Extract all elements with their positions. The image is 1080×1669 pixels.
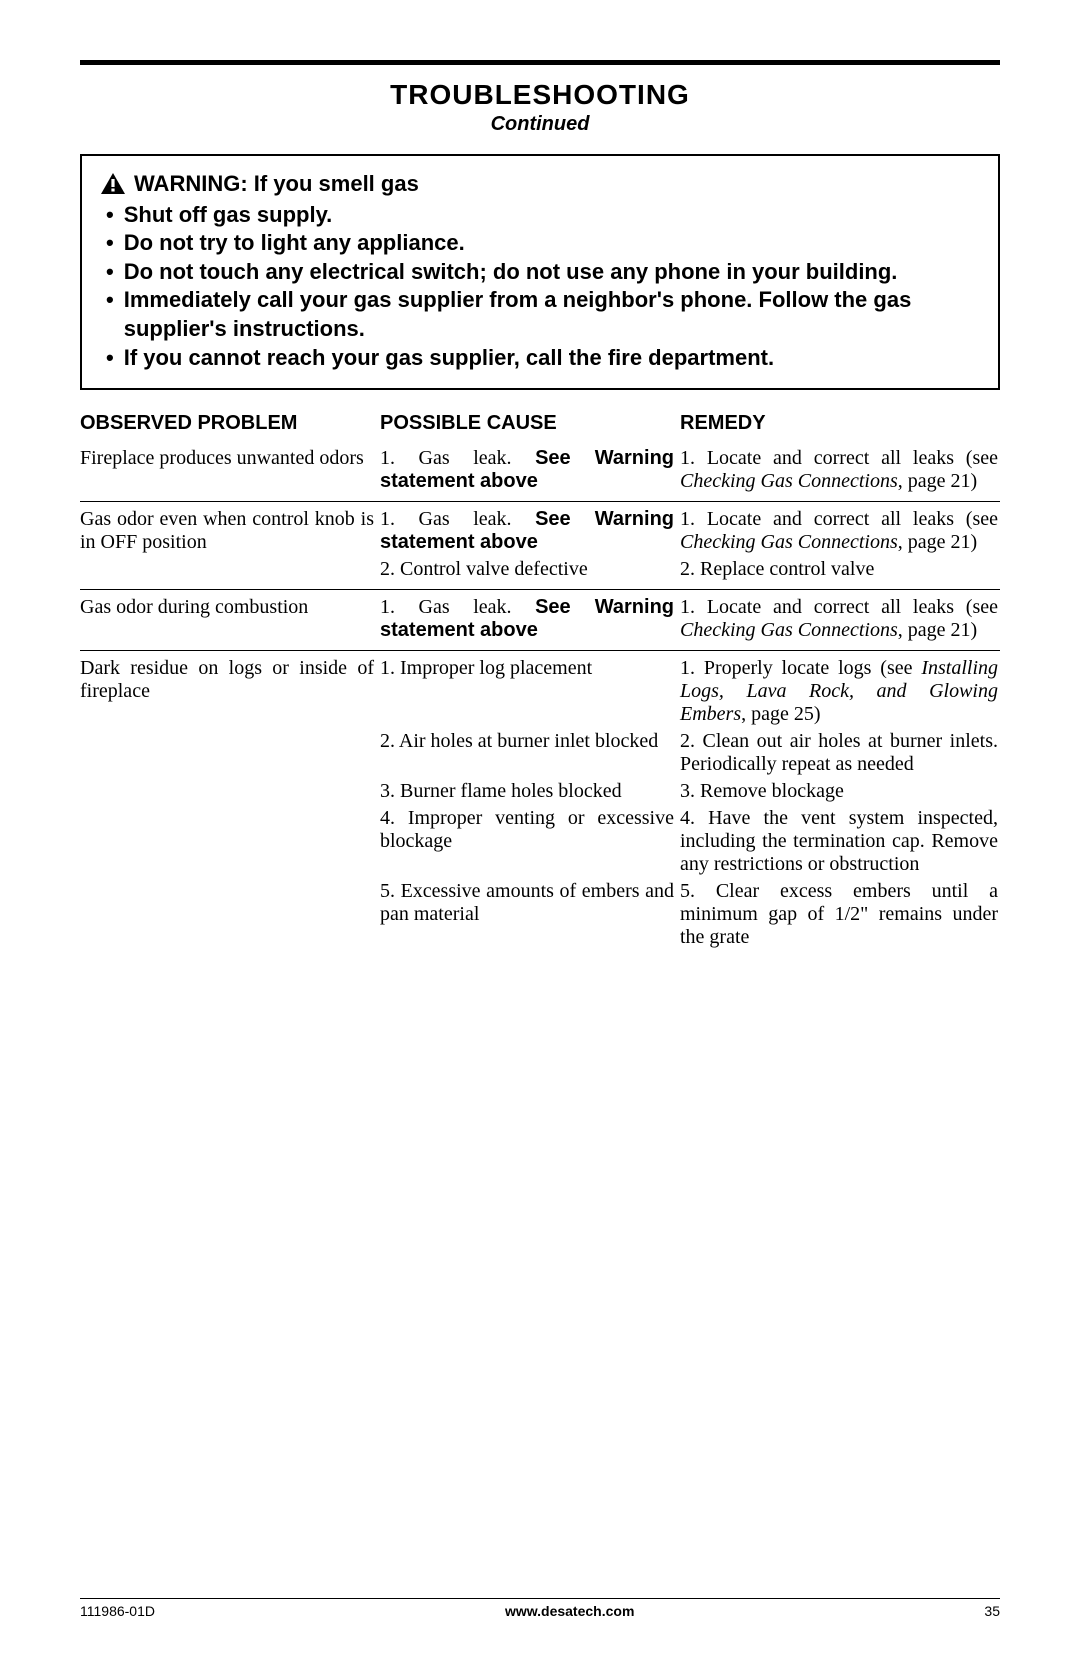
top-rule xyxy=(80,60,1000,65)
text-segment: 5. Clear excess embers until a minimum g… xyxy=(680,880,998,948)
text-segment: Checking Gas Connections xyxy=(680,470,898,492)
cause-cell: 1. Gas leak. See Warning statement above xyxy=(380,447,680,493)
problem-cell: Gas odor even when control knob is in OF… xyxy=(80,508,380,581)
cause-cell: 4. Improper venting or excessive blockag… xyxy=(380,807,680,876)
cause-cell: 2. Air holes at burner inlet blocked xyxy=(380,730,680,776)
warning-list: Shut off gas supply. Do not try to light… xyxy=(100,201,980,373)
problem-cell: Dark residue on logs or inside of firepl… xyxy=(80,657,380,949)
cause-remedy-pair: 2. Control valve defective 2. Replace con… xyxy=(380,558,1000,581)
cause-cell: 1. Improper log placement xyxy=(380,657,680,726)
cause-cell: 1. Gas leak. See Warning statement above xyxy=(380,596,680,642)
cause-remedy-pair: 5. Excessive amounts of embers and pan m… xyxy=(380,880,1000,949)
text-segment: 2. Clean out air holes at burner inlets.… xyxy=(680,730,998,775)
remedy-cell: 1. Locate and correct all leaks (see Che… xyxy=(680,447,1000,493)
text-segment: , page 21) xyxy=(898,470,977,492)
table-row: Dark residue on logs or inside of firepl… xyxy=(80,651,1000,957)
warning-triangle-icon xyxy=(100,172,126,196)
warning-box: WARNING: If you smell gas Shut off gas s… xyxy=(80,154,1000,390)
text-segment: 5. Excessive amounts of embers and pan m… xyxy=(380,880,674,925)
text-segment: 3. Burner flame holes blocked xyxy=(380,780,622,802)
text-segment: Checking Gas Connections xyxy=(680,531,898,553)
cause-remedy-pair: 3. Burner flame holes blocked 3. Remove b… xyxy=(380,780,1000,803)
text-segment: 2. Control valve defective xyxy=(380,558,588,580)
remedy-cell: 3. Remove blockage xyxy=(680,780,1000,803)
text-segment: 3. Remove blockage xyxy=(680,780,844,802)
remedy-cell: 2. Replace control valve xyxy=(680,558,1000,581)
text-segment: , page 21) xyxy=(898,619,977,641)
table-header-row: OBSERVED PROBLEM POSSIBLE CAUSE REMEDY xyxy=(80,412,1000,435)
cause-remedy-pair: 4. Improper venting or excessive blockag… xyxy=(380,807,1000,876)
cause-cell: 5. Excessive amounts of embers and pan m… xyxy=(380,880,680,949)
text-segment: 1. Locate and correct all leaks (see xyxy=(680,508,998,530)
cause-cell: 3. Burner flame holes blocked xyxy=(380,780,680,803)
footer-page-number: 35 xyxy=(984,1603,1000,1619)
page-footer: 111986-01D www.desatech.com 35 xyxy=(80,1598,1000,1619)
text-segment: 1. Gas leak. xyxy=(380,508,535,530)
warning-item: Do not touch any electrical switch; do n… xyxy=(124,258,898,287)
cause-remedy-group: 1. Gas leak. See Warning statement above… xyxy=(380,508,1000,581)
warning-heading: WARNING: If you smell gas xyxy=(134,170,419,199)
warning-item: If you cannot reach your gas supplier, c… xyxy=(124,344,774,373)
problem-cell: Gas odor during combustion xyxy=(80,596,380,642)
remedy-cell: 2. Clean out air holes at burner inlets.… xyxy=(680,730,1000,776)
warning-item: Immediately call your gas supplier from … xyxy=(124,286,980,343)
table-row: Gas odor even when control knob is in OF… xyxy=(80,502,1000,590)
warning-item: Shut off gas supply. xyxy=(124,201,333,230)
text-segment: 4. Have the vent system inspected, inclu… xyxy=(680,807,998,875)
page-title: TROUBLESHOOTING xyxy=(80,79,1000,111)
cause-remedy-group: 1. Gas leak. See Warning statement above… xyxy=(380,447,1000,493)
col-header-remedy: REMEDY xyxy=(680,412,1000,435)
text-segment: Checking Gas Connections xyxy=(680,619,898,641)
remedy-cell: 1. Properly locate logs (see Installing … xyxy=(680,657,1000,726)
remedy-cell: 5. Clear excess embers until a minimum g… xyxy=(680,880,1000,949)
text-segment: 2. Air holes at burner inlet blocked xyxy=(380,730,658,752)
col-header-problem: OBSERVED PROBLEM xyxy=(80,412,380,435)
remedy-cell: 1. Locate and correct all leaks (see Che… xyxy=(680,508,1000,554)
footer-url: www.desatech.com xyxy=(505,1603,634,1619)
cause-cell: 1. Gas leak. See Warning statement above xyxy=(380,508,680,554)
cause-remedy-group: 1. Improper log placement 1. Properly loc… xyxy=(380,657,1000,949)
troubleshooting-table: Fireplace produces unwanted odors1. Gas … xyxy=(80,441,1000,957)
warning-heading-row: WARNING: If you smell gas xyxy=(100,170,980,199)
remedy-cell: 4. Have the vent system inspected, inclu… xyxy=(680,807,1000,876)
text-segment: 1. Locate and correct all leaks (see xyxy=(680,596,998,618)
problem-cell: Fireplace produces unwanted odors xyxy=(80,447,380,493)
warning-item: Do not try to light any appliance. xyxy=(124,229,465,258)
text-segment: 1. Gas leak. xyxy=(380,596,535,618)
table-row: Fireplace produces unwanted odors1. Gas … xyxy=(80,441,1000,502)
cause-remedy-group: 1. Gas leak. See Warning statement above… xyxy=(380,596,1000,642)
page-subtitle: Continued xyxy=(80,113,1000,136)
text-segment: , page 25) xyxy=(741,703,820,725)
text-segment: 2. Replace control valve xyxy=(680,558,874,580)
cause-remedy-pair: 2. Air holes at burner inlet blocked 2. C… xyxy=(380,730,1000,776)
text-segment: 4. Improper venting or excessive blockag… xyxy=(380,807,674,852)
cause-cell: 2. Control valve defective xyxy=(380,558,680,581)
cause-remedy-pair: 1. Gas leak. See Warning statement above… xyxy=(380,447,1000,493)
text-segment: 1. Properly locate logs (see xyxy=(680,657,921,679)
footer-doc-id: 111986-01D xyxy=(80,1603,155,1619)
cause-remedy-pair: 1. Gas leak. See Warning statement above… xyxy=(380,508,1000,554)
text-segment: 1. Locate and correct all leaks (see xyxy=(680,447,998,469)
text-segment: 1. Gas leak. xyxy=(380,447,535,469)
cause-remedy-pair: 1. Gas leak. See Warning statement above… xyxy=(380,596,1000,642)
col-header-cause: POSSIBLE CAUSE xyxy=(380,412,680,435)
text-segment: , page 21) xyxy=(898,531,977,553)
text-segment: 1. Improper log placement xyxy=(380,657,592,679)
cause-remedy-pair: 1. Improper log placement 1. Properly loc… xyxy=(380,657,1000,726)
remedy-cell: 1. Locate and correct all leaks (see Che… xyxy=(680,596,1000,642)
table-row: Gas odor during combustion1. Gas leak. S… xyxy=(80,590,1000,651)
